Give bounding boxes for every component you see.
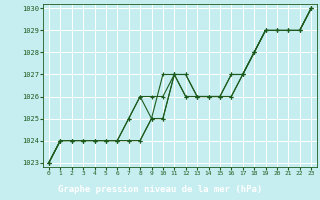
- Text: Graphe pression niveau de la mer (hPa): Graphe pression niveau de la mer (hPa): [58, 185, 262, 194]
